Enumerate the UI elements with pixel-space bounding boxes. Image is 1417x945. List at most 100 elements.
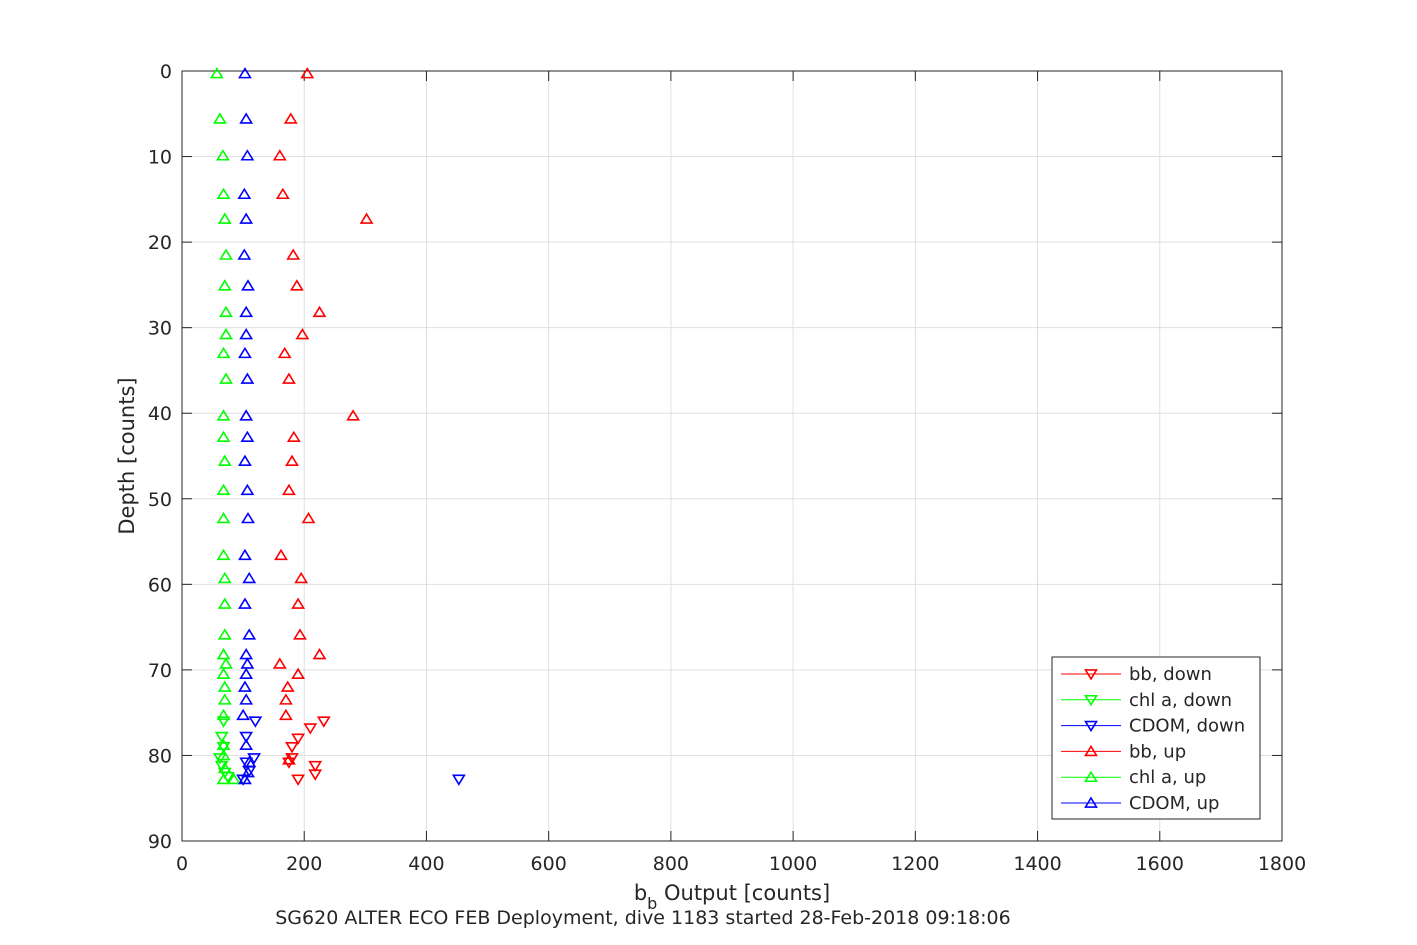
data-point bbox=[241, 766, 255, 778]
data-point bbox=[282, 372, 296, 384]
data-point bbox=[236, 708, 251, 721]
data-point bbox=[308, 769, 323, 781]
axes bbox=[181, 70, 1283, 842]
data-point bbox=[242, 571, 257, 584]
legend-label: chl a, down bbox=[1129, 690, 1232, 711]
y-tick-label: 30 bbox=[148, 318, 172, 340]
x-tick-label: 600 bbox=[531, 853, 567, 875]
data-point bbox=[216, 742, 231, 754]
data-point bbox=[217, 761, 232, 774]
legend-label: bb, down bbox=[1129, 664, 1212, 685]
data-point bbox=[217, 693, 232, 705]
x-tick-label: 1600 bbox=[1136, 853, 1184, 875]
data-point bbox=[212, 112, 227, 124]
legend-marker bbox=[1084, 796, 1098, 808]
legend-marker bbox=[1084, 720, 1098, 733]
data-point bbox=[217, 680, 232, 692]
data-point bbox=[219, 328, 233, 340]
y-tick-label: 50 bbox=[148, 489, 172, 511]
legend-label: CDOM, down bbox=[1129, 716, 1245, 737]
x-tick-label: 200 bbox=[286, 853, 322, 875]
x-tick-label: 0 bbox=[176, 853, 188, 875]
data-point bbox=[278, 693, 293, 705]
data-point bbox=[238, 597, 252, 609]
data-point bbox=[216, 772, 231, 785]
data-point bbox=[242, 628, 257, 640]
data-point bbox=[282, 757, 296, 769]
data-point bbox=[451, 774, 466, 786]
y-tick-label: 70 bbox=[148, 660, 172, 682]
data-point bbox=[217, 212, 232, 224]
data-point bbox=[293, 628, 307, 640]
y-axis-label: Depth [counts] bbox=[115, 377, 139, 534]
data-point bbox=[301, 511, 316, 524]
data-point bbox=[216, 748, 231, 761]
y-tick-label: 80 bbox=[148, 745, 172, 767]
data-point bbox=[219, 657, 233, 669]
x-tick-label: 400 bbox=[408, 853, 444, 875]
data-point bbox=[238, 680, 252, 692]
legend: bb, down chl a, down CDOM, down bb, up chl a… bbox=[1051, 656, 1261, 820]
data-point bbox=[285, 742, 299, 754]
data-point bbox=[239, 328, 254, 340]
legend-marker bbox=[1084, 694, 1098, 707]
data-point bbox=[286, 430, 301, 443]
x-tick-label: 1000 bbox=[769, 853, 817, 875]
data-point bbox=[237, 248, 252, 260]
data-point bbox=[239, 757, 254, 769]
x-axis-label: bb Output [counts] bbox=[634, 881, 830, 913]
data-point bbox=[241, 511, 255, 524]
data-point bbox=[238, 67, 252, 79]
legend-marker bbox=[1084, 669, 1098, 681]
data-point bbox=[216, 708, 231, 721]
data-point bbox=[237, 187, 252, 200]
y-tick-label: 20 bbox=[148, 232, 172, 254]
data-point bbox=[239, 112, 254, 124]
grid bbox=[181, 70, 1283, 842]
data-point bbox=[240, 149, 255, 161]
data-point bbox=[275, 187, 290, 200]
data-point bbox=[286, 248, 301, 260]
data-point bbox=[277, 346, 292, 359]
data-point bbox=[216, 187, 231, 200]
data-point bbox=[216, 648, 231, 660]
x-tick-label: 1400 bbox=[1013, 853, 1061, 875]
x-tick-labels: 0 200 400 600 800 1000 1200 1400 1600 1800 bbox=[176, 853, 1306, 875]
data-point bbox=[312, 305, 327, 318]
data-point bbox=[283, 112, 298, 124]
y-tick-label: 90 bbox=[148, 831, 172, 853]
data-point bbox=[216, 716, 231, 728]
data-point bbox=[216, 409, 231, 421]
axes-box bbox=[181, 70, 1283, 842]
legend-marker bbox=[1084, 770, 1098, 783]
data-point bbox=[238, 772, 252, 785]
data-point bbox=[216, 430, 231, 443]
data-point bbox=[219, 305, 233, 318]
data-point bbox=[282, 483, 296, 496]
data-point bbox=[300, 67, 315, 79]
legend-label: bb, up bbox=[1129, 741, 1186, 762]
data-point bbox=[241, 279, 255, 291]
data-points bbox=[209, 67, 466, 786]
data-point bbox=[209, 67, 224, 79]
x-tick-label: 800 bbox=[653, 853, 689, 875]
data-point bbox=[216, 548, 231, 561]
chart-caption: SG620 ALTER ECO FEB Deployment, dive 118… bbox=[275, 907, 1010, 929]
data-point bbox=[238, 454, 252, 466]
data-point bbox=[303, 723, 318, 735]
data-point bbox=[217, 571, 232, 584]
data-point bbox=[289, 279, 304, 291]
y-tick-label: 0 bbox=[160, 61, 172, 83]
data-point bbox=[272, 149, 287, 161]
data-point bbox=[295, 328, 310, 340]
data-point bbox=[240, 372, 255, 384]
x-tick-label: 1200 bbox=[891, 853, 939, 875]
legend-label: CDOM, up bbox=[1129, 793, 1219, 814]
data-point bbox=[219, 248, 233, 260]
data-point bbox=[238, 346, 252, 359]
data-point bbox=[216, 511, 231, 524]
data-point bbox=[285, 454, 299, 466]
data-point bbox=[346, 409, 361, 421]
data-point bbox=[239, 693, 254, 705]
